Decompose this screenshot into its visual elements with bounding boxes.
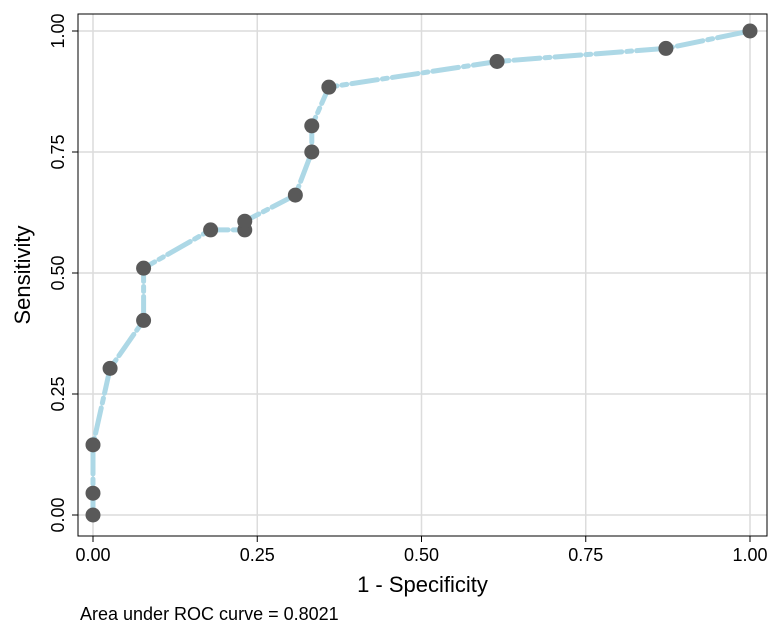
y-tick-label: 0.50: [48, 255, 68, 290]
y-tick-label: 1.00: [48, 13, 68, 48]
x-tick-label: 0.75: [568, 545, 603, 565]
x-tick-label: 0.25: [240, 545, 275, 565]
roc-point: [287, 187, 303, 203]
plot-area: [78, 14, 767, 536]
x-tick-label: 0.00: [75, 545, 110, 565]
roc-point: [304, 144, 320, 160]
roc-point: [136, 312, 152, 328]
roc-point: [658, 40, 674, 56]
roc-point: [489, 53, 505, 69]
roc-point: [85, 507, 101, 523]
plot-frame: [77, 13, 768, 537]
roc-point: [85, 437, 101, 453]
grid-lines: [78, 14, 767, 536]
y-tick-label: 0.25: [48, 376, 68, 411]
axis-ticks: 0.00 0.25 0.50 0.75 1.00 0.00 0.25 0.50 0.75 1.00: [48, 13, 768, 565]
roc-point: [136, 260, 152, 276]
auc-annotation: Area under ROC curve = 0.8021: [80, 604, 339, 624]
y-tick-label: 0.75: [48, 134, 68, 169]
roc-points: [85, 23, 758, 523]
roc-point: [102, 360, 118, 376]
roc-point: [742, 23, 758, 39]
roc-point: [321, 79, 337, 95]
roc-point: [85, 485, 101, 501]
x-tick-label: 0.50: [404, 545, 439, 565]
x-tick-label: 1.00: [732, 545, 767, 565]
y-axis-title: Sensitivity: [10, 225, 35, 324]
roc-point: [203, 222, 219, 238]
y-tick-label: 0.00: [48, 497, 68, 532]
roc-point: [237, 213, 253, 229]
roc-point: [304, 118, 320, 134]
x-axis-title: 1 - Specificity: [357, 572, 488, 597]
